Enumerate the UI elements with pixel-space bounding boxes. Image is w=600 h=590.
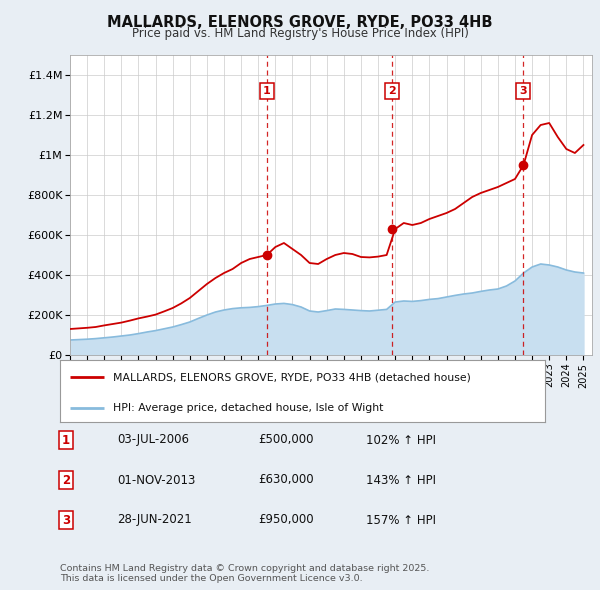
Text: 102% ↑ HPI: 102% ↑ HPI — [366, 434, 436, 447]
Text: 1: 1 — [62, 434, 70, 447]
Text: 143% ↑ HPI: 143% ↑ HPI — [366, 474, 436, 487]
Text: 2: 2 — [62, 474, 70, 487]
Text: Price paid vs. HM Land Registry's House Price Index (HPI): Price paid vs. HM Land Registry's House … — [131, 27, 469, 40]
Text: £500,000: £500,000 — [258, 434, 314, 447]
Text: 3: 3 — [62, 513, 70, 526]
Text: 2: 2 — [388, 86, 396, 96]
Text: 1: 1 — [263, 86, 271, 96]
Text: 3: 3 — [520, 86, 527, 96]
Text: £630,000: £630,000 — [258, 474, 314, 487]
Text: 157% ↑ HPI: 157% ↑ HPI — [366, 513, 436, 526]
Text: 03-JUL-2006: 03-JUL-2006 — [117, 434, 189, 447]
Text: Contains HM Land Registry data © Crown copyright and database right 2025.
This d: Contains HM Land Registry data © Crown c… — [60, 563, 430, 583]
Text: 28-JUN-2021: 28-JUN-2021 — [117, 513, 192, 526]
Text: 01-NOV-2013: 01-NOV-2013 — [117, 474, 196, 487]
Text: MALLARDS, ELENORS GROVE, RYDE, PO33 4HB: MALLARDS, ELENORS GROVE, RYDE, PO33 4HB — [107, 15, 493, 30]
Text: £950,000: £950,000 — [258, 513, 314, 526]
Text: HPI: Average price, detached house, Isle of Wight: HPI: Average price, detached house, Isle… — [113, 404, 384, 414]
Text: MALLARDS, ELENORS GROVE, RYDE, PO33 4HB (detached house): MALLARDS, ELENORS GROVE, RYDE, PO33 4HB … — [113, 372, 471, 382]
